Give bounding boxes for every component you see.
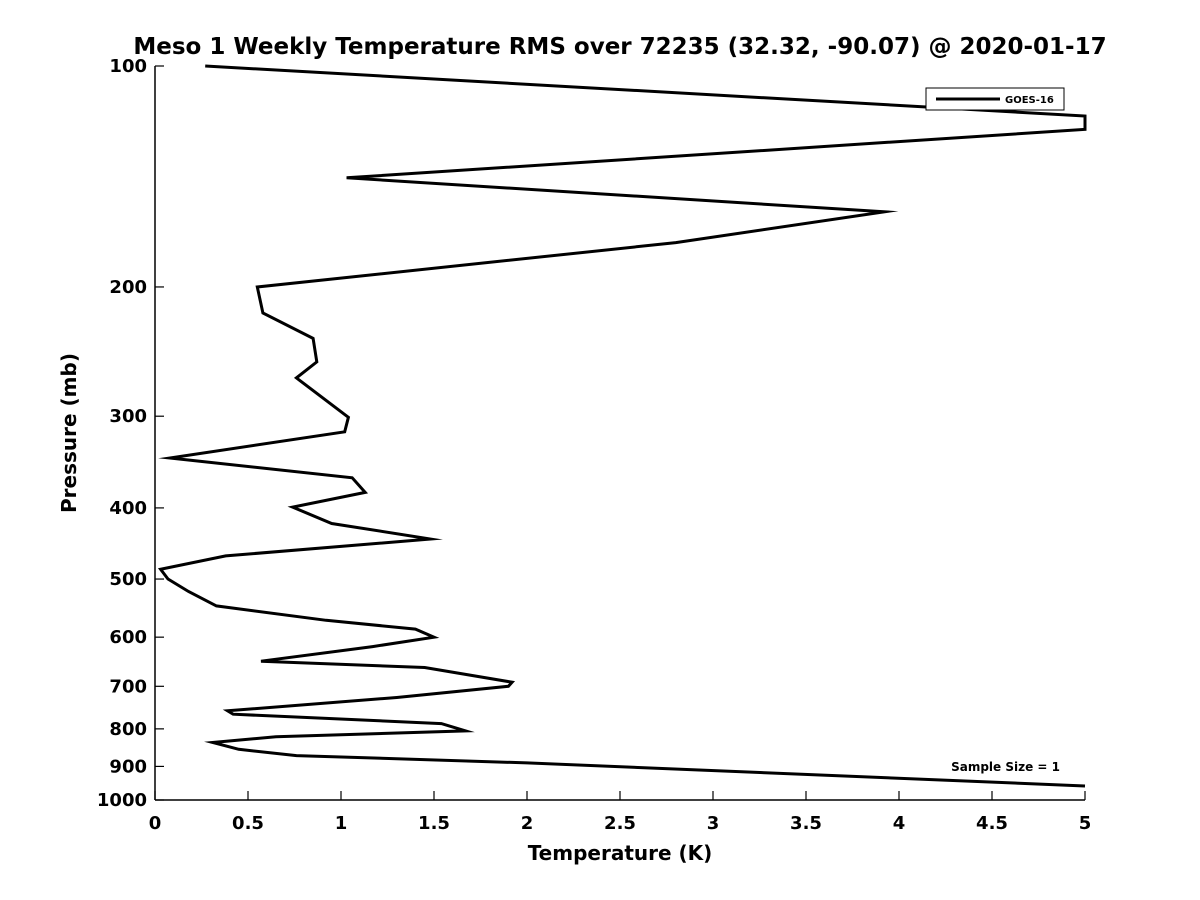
x-tick-label: 1 (335, 813, 348, 834)
y-axis-label: Pressure (mb) (57, 353, 81, 513)
chart-title: Meso 1 Weekly Temperature RMS over 72235… (133, 34, 1106, 60)
y-tick-label: 100 (109, 56, 147, 77)
x-tick-label: 0 (149, 813, 162, 834)
legend: GOES-16 (925, 87, 1065, 111)
plot-area (157, 64, 1087, 788)
y-tick-label: 1000 (97, 790, 147, 811)
y-tick-label: 600 (109, 627, 147, 648)
y-tick-label: 200 (109, 277, 147, 298)
legend-entry-goes-16: GOES-16 (1005, 95, 1054, 106)
x-tick-label: 3.5 (790, 813, 822, 834)
x-tick-label: 2.5 (604, 813, 636, 834)
series-line-goes-16 (157, 64, 1087, 788)
x-tick-label: 4 (893, 813, 906, 834)
y-tick-label: 800 (109, 719, 147, 740)
y-axis-ticks: 100 200 300 400 500 600 700 800 900 1000 (97, 56, 164, 811)
x-tick-label: 5 (1079, 813, 1092, 834)
y-tick-label: 500 (109, 569, 147, 590)
y-tick-label: 900 (109, 756, 147, 777)
x-tick-label: 1.5 (418, 813, 450, 834)
y-tick-label: 700 (109, 676, 147, 697)
x-axis-label: Temperature (K) (528, 841, 713, 865)
x-tick-label: 4.5 (976, 813, 1008, 834)
y-tick-label: 300 (109, 406, 147, 427)
x-axis-ticks: 0 0.5 1 1.5 2 2.5 3 3.5 4 4.5 5 (149, 791, 1092, 834)
x-tick-label: 0.5 (232, 813, 264, 834)
x-tick-label: 3 (707, 813, 720, 834)
sample-size-annotation: Sample Size = 1 (951, 760, 1060, 774)
x-tick-label: 2 (521, 813, 534, 834)
y-tick-label: 400 (109, 498, 147, 519)
